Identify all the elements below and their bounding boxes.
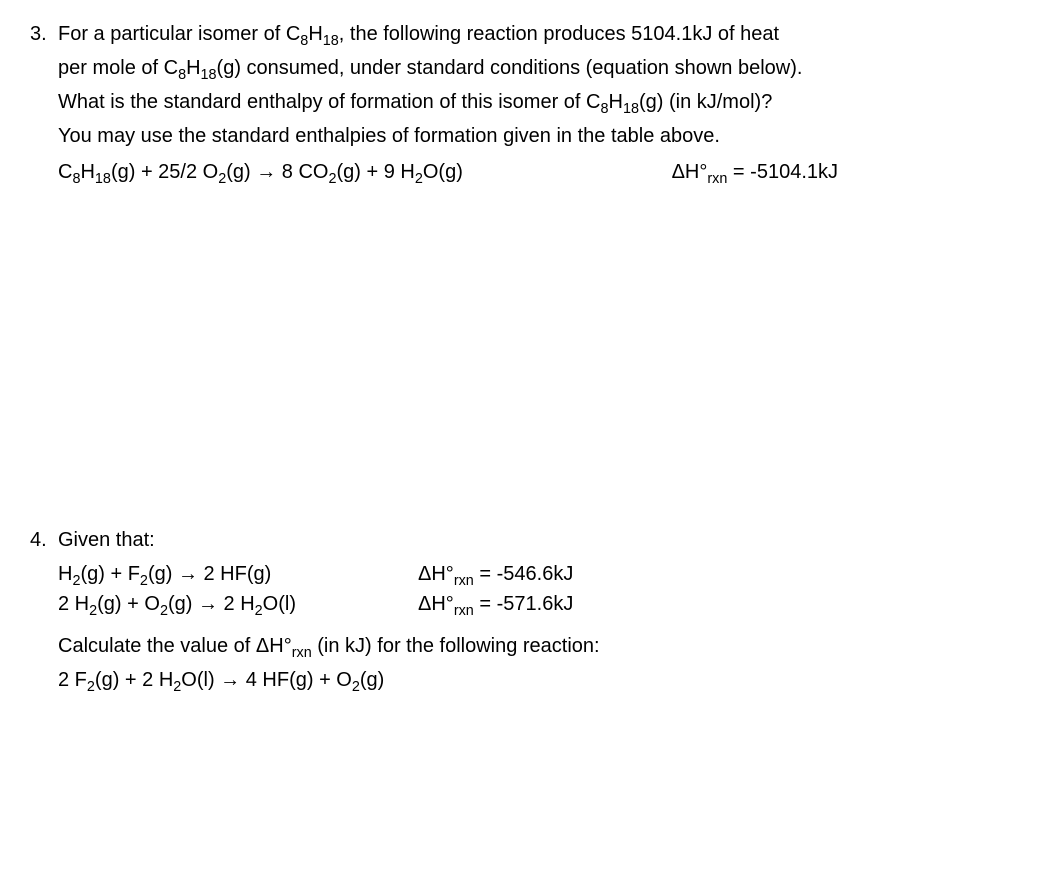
text: H xyxy=(186,57,200,79)
sub: rxn xyxy=(292,645,312,661)
question-body: Given that: H2(g) + F2(g) → 2 HF(g) ΔH°r… xyxy=(58,526,1018,700)
equation: H2(g) + F2(g) → 2 HF(g) xyxy=(58,560,418,588)
line-1: For a particular isomer of C8H18, the fo… xyxy=(58,20,1018,48)
text: (g) consumed, under standard conditions … xyxy=(217,57,803,79)
sub: 8 xyxy=(178,67,186,83)
question-number: 3. xyxy=(30,20,58,186)
question-body: For a particular isomer of C8H18, the fo… xyxy=(58,20,1018,186)
sub: rxn xyxy=(454,573,474,589)
sub: 18 xyxy=(201,67,217,83)
sub: 2 xyxy=(328,171,336,187)
text: 2 F xyxy=(58,669,87,691)
sub: 2 xyxy=(255,603,263,619)
sub: 18 xyxy=(95,171,111,187)
delta-h: ΔH°rxn = -571.6kJ xyxy=(418,590,1018,618)
question-4: 4. Given that: H2(g) + F2(g) → 2 HF(g) Δ… xyxy=(30,526,1018,700)
text: (g) + 2 H xyxy=(95,669,173,691)
delta-h: ΔH°rxn = -546.6kJ xyxy=(418,560,1018,588)
text: C xyxy=(58,161,72,183)
text: (in kJ) for the following reaction: xyxy=(312,635,600,657)
equation-line: C8H18(g) + 25/2 O2(g) → 8 CO2(g) + 9 H2O… xyxy=(58,158,1018,186)
sub: 2 xyxy=(415,171,423,187)
text: (g) (in kJ/mol)? xyxy=(639,91,772,113)
given-label: Given that: xyxy=(58,526,1018,554)
question-3: 3. For a particular isomer of C8H18, the… xyxy=(30,20,1018,186)
sub: rxn xyxy=(707,171,727,187)
text: (g) + F xyxy=(80,563,139,585)
calculate-prompt: Calculate the value of ΔH°rxn (in kJ) fo… xyxy=(58,632,1018,660)
delta-h: ΔH°rxn = -5104.1kJ xyxy=(672,158,1018,186)
text: = -5104.1kJ xyxy=(727,161,838,183)
text: For a particular isomer of C xyxy=(58,23,300,45)
text: ΔH° xyxy=(418,563,454,585)
text: = -571.6kJ xyxy=(474,593,574,615)
text: (g) + O xyxy=(97,593,160,615)
sub: 2 xyxy=(87,679,95,695)
reaction-2: 2 H2(g) + O2(g) → 2 H2O(l) ΔH°rxn = -571… xyxy=(58,590,1018,618)
text: (g) → 2 HF(g) xyxy=(148,563,271,585)
target-reaction: 2 F2(g) + 2 H2O(l) → 4 HF(g) + O2(g) xyxy=(58,666,1018,694)
text: 2 H xyxy=(58,593,89,615)
text: per mole of C xyxy=(58,57,178,79)
sub: 2 xyxy=(89,603,97,619)
text: ΔH° xyxy=(418,593,454,615)
text: H xyxy=(58,563,72,585)
text: = -546.6kJ xyxy=(474,563,574,585)
sub: 18 xyxy=(623,101,639,117)
sub: rxn xyxy=(454,603,474,619)
text: (g) → 8 CO xyxy=(226,161,328,183)
text: (g) xyxy=(360,669,384,691)
text: (g) → 2 H xyxy=(168,593,255,615)
text: ΔH° xyxy=(672,161,708,183)
text: H xyxy=(308,23,322,45)
question-number: 4. xyxy=(30,526,58,700)
text: O(g) xyxy=(423,161,463,183)
line-3: What is the standard enthalpy of formati… xyxy=(58,88,1018,116)
sub: 2 xyxy=(352,679,360,695)
text: What is the standard enthalpy of formati… xyxy=(58,91,600,113)
text: , the following reaction produces 5104.1… xyxy=(339,23,779,45)
text: (g) + 9 H xyxy=(337,161,415,183)
text: O(l) → 4 HF(g) + O xyxy=(181,669,352,691)
line-2: per mole of C8H18(g) consumed, under sta… xyxy=(58,54,1018,82)
equation: C8H18(g) + 25/2 O2(g) → 8 CO2(g) + 9 H2O… xyxy=(58,158,463,186)
text: O(l) xyxy=(263,593,296,615)
text: H xyxy=(609,91,623,113)
reaction-1: H2(g) + F2(g) → 2 HF(g) ΔH°rxn = -546.6k… xyxy=(58,560,1018,588)
text: Calculate the value of ΔH° xyxy=(58,635,292,657)
sub: 2 xyxy=(160,603,168,619)
text: (g) + 25/2 O xyxy=(111,161,218,183)
equation: 2 H2(g) + O2(g) → 2 H2O(l) xyxy=(58,590,418,618)
sub: 2 xyxy=(140,573,148,589)
sub: 18 xyxy=(323,33,339,49)
sub: 8 xyxy=(600,101,608,117)
text: H xyxy=(80,161,94,183)
line-4: You may use the standard enthalpies of f… xyxy=(58,122,1018,150)
